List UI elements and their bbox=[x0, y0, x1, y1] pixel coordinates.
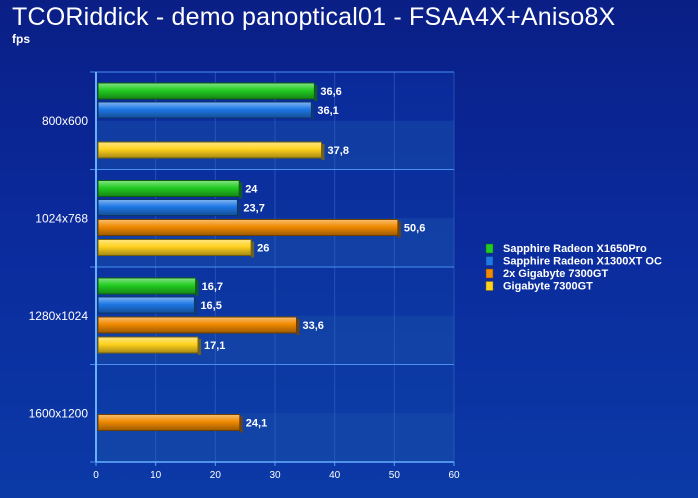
bar bbox=[97, 316, 297, 334]
bar bbox=[97, 239, 252, 256]
x-tick-label: 20 bbox=[210, 470, 222, 481]
chart-title: TCORiddick - demo panoptical01 - FSAA4X+… bbox=[12, 3, 616, 31]
bar bbox=[97, 277, 197, 295]
bar-shadow bbox=[321, 144, 325, 160]
x-tick-label: 30 bbox=[269, 470, 281, 481]
value-label: 24,1 bbox=[246, 418, 267, 430]
value-label: 23,7 bbox=[243, 203, 264, 215]
legend-swatch bbox=[485, 281, 494, 291]
value-label: 36,6 bbox=[320, 86, 341, 98]
legend-swatch bbox=[485, 268, 494, 279]
value-labels: 36,6 24 16,7 36,1 23,7 16,5 50,6 33,6 24,1 37,8 26… bbox=[200, 86, 425, 430]
bar-shadow bbox=[314, 85, 318, 101]
value-label: 33,6 bbox=[302, 320, 323, 332]
legend-label: 2x Gigabyte 7300GT bbox=[503, 268, 608, 280]
value-label: 24 bbox=[245, 184, 258, 196]
bar-shadow bbox=[239, 416, 243, 433]
bar bbox=[97, 141, 323, 159]
x-tick-label: 60 bbox=[448, 470, 460, 481]
value-label: 37,8 bbox=[328, 145, 349, 157]
category-label: 1024x768 bbox=[35, 211, 88, 225]
bar-shadow bbox=[397, 221, 401, 238]
chart-subtitle: fps bbox=[12, 32, 30, 46]
legend-label: Gigabyte 7300GT bbox=[503, 281, 593, 293]
value-label: 16,5 bbox=[200, 300, 221, 312]
value-label: 16,7 bbox=[202, 281, 223, 293]
bar bbox=[97, 82, 315, 100]
bar-shadow bbox=[251, 241, 255, 258]
bar-shadow bbox=[194, 299, 198, 315]
bar-shadow bbox=[198, 339, 202, 355]
bar-shadow bbox=[311, 104, 315, 120]
category-label: 1600x1200 bbox=[29, 406, 89, 420]
legend-label: Sapphire Radeon X1300XT OC bbox=[503, 256, 662, 268]
value-label: 17,1 bbox=[204, 340, 225, 352]
bar bbox=[97, 336, 199, 354]
category-label: 1280x1024 bbox=[29, 309, 89, 323]
bar bbox=[97, 199, 238, 216]
legend-label: Sapphire Radeon X1650Pro bbox=[503, 243, 647, 255]
value-label: 36,1 bbox=[317, 105, 338, 117]
legend-swatch bbox=[485, 243, 494, 254]
bar bbox=[97, 101, 312, 119]
x-tick-label: 40 bbox=[329, 470, 341, 481]
bar bbox=[97, 219, 399, 236]
value-label: 50,6 bbox=[404, 223, 425, 235]
legend-swatch bbox=[485, 256, 494, 266]
bar-shadow bbox=[296, 319, 300, 335]
bar-shadow bbox=[195, 280, 199, 296]
category-label: 800x600 bbox=[42, 114, 88, 128]
bar bbox=[97, 414, 241, 431]
x-tick-label: 10 bbox=[150, 470, 162, 481]
x-tick-label: 0 bbox=[93, 470, 99, 481]
x-tick-label: 50 bbox=[389, 470, 401, 481]
bar-shadow bbox=[239, 182, 243, 199]
value-label: 26 bbox=[257, 243, 269, 255]
bars bbox=[97, 82, 401, 433]
bar bbox=[97, 180, 240, 197]
bar-shadow bbox=[237, 201, 241, 218]
bar bbox=[97, 296, 195, 314]
axes: 0 10 20 30 40 50 60 800x600 1024x768 1280x1024 160… bbox=[29, 72, 460, 481]
